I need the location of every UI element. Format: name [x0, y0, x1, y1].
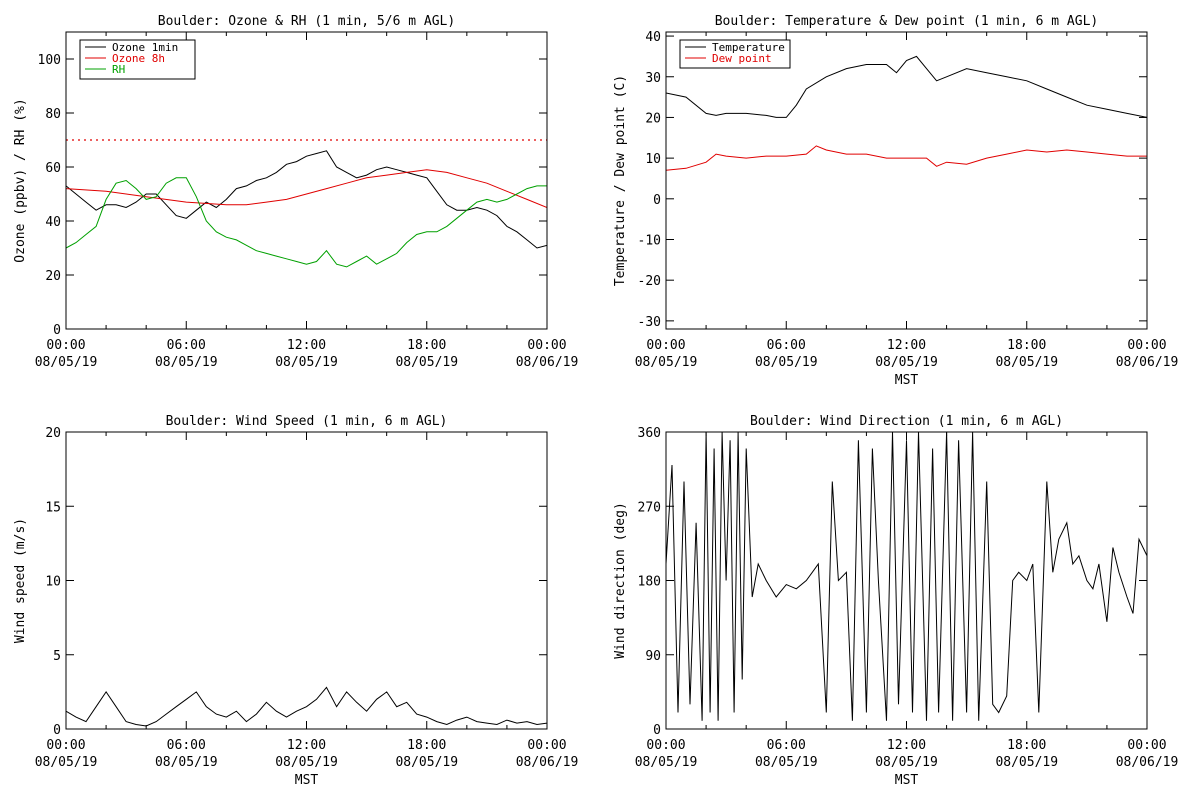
x-tick-label: 06:00 — [167, 738, 206, 753]
x-tick-label: 00:00 — [646, 738, 685, 753]
plot-frame — [665, 31, 1148, 330]
x-tick-date-label: 08/05/19 — [155, 355, 218, 370]
y-tick-label: 90 — [645, 649, 661, 664]
y-tick-label: 100 — [38, 53, 61, 68]
series-line-data — [666, 432, 1147, 721]
y-tick-label: 360 — [638, 426, 661, 441]
y-tick-label: 5 — [53, 649, 61, 664]
y-tick-label: 0 — [653, 193, 661, 208]
chart-panel-2: Temperature / Dew point (C) — [613, 31, 1148, 330]
x-tick-date-label: 08/05/19 — [275, 755, 338, 770]
legend-label: Ozone 8h — [112, 52, 165, 65]
y-tick-label: 20 — [45, 269, 61, 284]
x-tick-label: 00:00 — [1127, 338, 1166, 353]
x-tick-date-label: 08/06/19 — [1116, 355, 1179, 370]
x-tick-date-label: 08/05/19 — [275, 355, 338, 370]
y-axis-label: Ozone (ppbv) / RH (%) — [13, 98, 28, 262]
legend-label: RH — [112, 63, 125, 76]
series-line-ozone-8h — [66, 169, 547, 208]
x-tick-label: 06:00 — [767, 338, 806, 353]
chart-title: Boulder: Temperature & Dew point (1 min,… — [715, 14, 1099, 29]
x-tick-label: 00:00 — [46, 738, 85, 753]
x-tick-date-label: 08/06/19 — [1116, 755, 1179, 770]
y-tick-label: 60 — [45, 161, 61, 176]
x-tick-date-label: 08/05/19 — [875, 355, 938, 370]
y-tick-label: 30 — [645, 71, 661, 86]
x-tick-date-label: 08/05/19 — [635, 755, 698, 770]
series-line-ozone-1min — [66, 150, 547, 249]
x-axis-label: MST — [295, 773, 319, 788]
x-tick-label: 12:00 — [287, 338, 326, 353]
x-tick-date-label: 08/05/19 — [635, 355, 698, 370]
plot-frame — [665, 431, 1148, 730]
y-tick-label: 10 — [645, 152, 661, 167]
legend-label: Temperature — [712, 41, 785, 54]
x-tick-date-label: 08/06/19 — [516, 355, 579, 370]
chart-panel-1: Ozone (ppbv) / RH (%) — [13, 31, 548, 330]
x-tick-label: 18:00 — [1007, 338, 1046, 353]
x-tick-date-label: 08/05/19 — [755, 355, 818, 370]
legend-box — [679, 39, 791, 69]
y-tick-label: -30 — [638, 315, 661, 330]
x-tick-label: 18:00 — [1007, 738, 1046, 753]
y-tick-label: 0 — [53, 323, 61, 338]
y-axis-label: Wind direction (deg) — [613, 502, 628, 659]
x-tick-date-label: 08/05/19 — [995, 355, 1058, 370]
x-tick-label: 18:00 — [407, 338, 446, 353]
x-tick-label: 00:00 — [646, 338, 685, 353]
y-tick-label: 0 — [53, 723, 61, 738]
y-tick-label: -10 — [638, 233, 661, 248]
x-tick-date-label: 08/05/19 — [155, 755, 218, 770]
y-tick-label: 20 — [645, 111, 661, 126]
x-tick-label: 00:00 — [527, 738, 566, 753]
x-tick-label: 00:00 — [1127, 738, 1166, 753]
y-tick-label: 10 — [45, 575, 61, 590]
series-line-temperature — [666, 55, 1147, 118]
y-tick-label: 180 — [638, 575, 661, 590]
series-line-data — [66, 686, 547, 727]
x-tick-label: 12:00 — [287, 738, 326, 753]
plot-frame — [65, 431, 548, 730]
x-tick-date-label: 08/05/19 — [35, 755, 98, 770]
legend-label: Ozone 1min — [112, 41, 178, 54]
y-tick-label: 15 — [45, 500, 61, 515]
x-tick-label: 00:00 — [46, 338, 85, 353]
y-tick-label: 40 — [645, 30, 661, 45]
x-tick-label: 18:00 — [407, 738, 446, 753]
x-tick-date-label: 08/05/19 — [755, 755, 818, 770]
chart-title: Boulder: Wind Speed (1 min, 6 m AGL) — [166, 414, 448, 429]
chart-title: Boulder: Ozone & RH (1 min, 5/6 m AGL) — [158, 14, 455, 29]
x-tick-date-label: 08/05/19 — [395, 755, 458, 770]
y-tick-label: 20 — [45, 426, 61, 441]
x-tick-label: 00:00 — [527, 338, 566, 353]
x-tick-date-label: 08/05/19 — [875, 755, 938, 770]
legend-label: Dew point — [712, 52, 772, 65]
x-tick-label: 06:00 — [167, 338, 206, 353]
chart-title: Boulder: Wind Direction (1 min, 6 m AGL) — [750, 414, 1063, 429]
y-tick-label: 80 — [45, 107, 61, 122]
y-axis-label: Wind speed (m/s) — [13, 518, 28, 643]
x-tick-date-label: 08/06/19 — [516, 755, 579, 770]
chart-panel-3: Wind speed (m/s) — [13, 431, 548, 730]
x-axis-label: MST — [895, 373, 919, 388]
x-tick-date-label: 08/05/19 — [395, 355, 458, 370]
x-axis-label: MST — [895, 773, 919, 788]
x-tick-label: 06:00 — [767, 738, 806, 753]
y-tick-label: -20 — [638, 274, 661, 289]
x-tick-label: 12:00 — [887, 338, 926, 353]
x-tick-date-label: 08/05/19 — [995, 755, 1058, 770]
series-line-rh — [66, 177, 547, 268]
x-tick-date-label: 08/05/19 — [35, 355, 98, 370]
chart-panel-4: Wind direction (deg) — [613, 431, 1148, 730]
y-axis-label: Temperature / Dew point (C) — [613, 75, 628, 286]
y-tick-label: 40 — [45, 215, 61, 230]
y-tick-label: 0 — [653, 723, 661, 738]
y-tick-label: 270 — [638, 500, 661, 515]
x-tick-label: 12:00 — [887, 738, 926, 753]
series-line-dew-point — [666, 145, 1147, 171]
